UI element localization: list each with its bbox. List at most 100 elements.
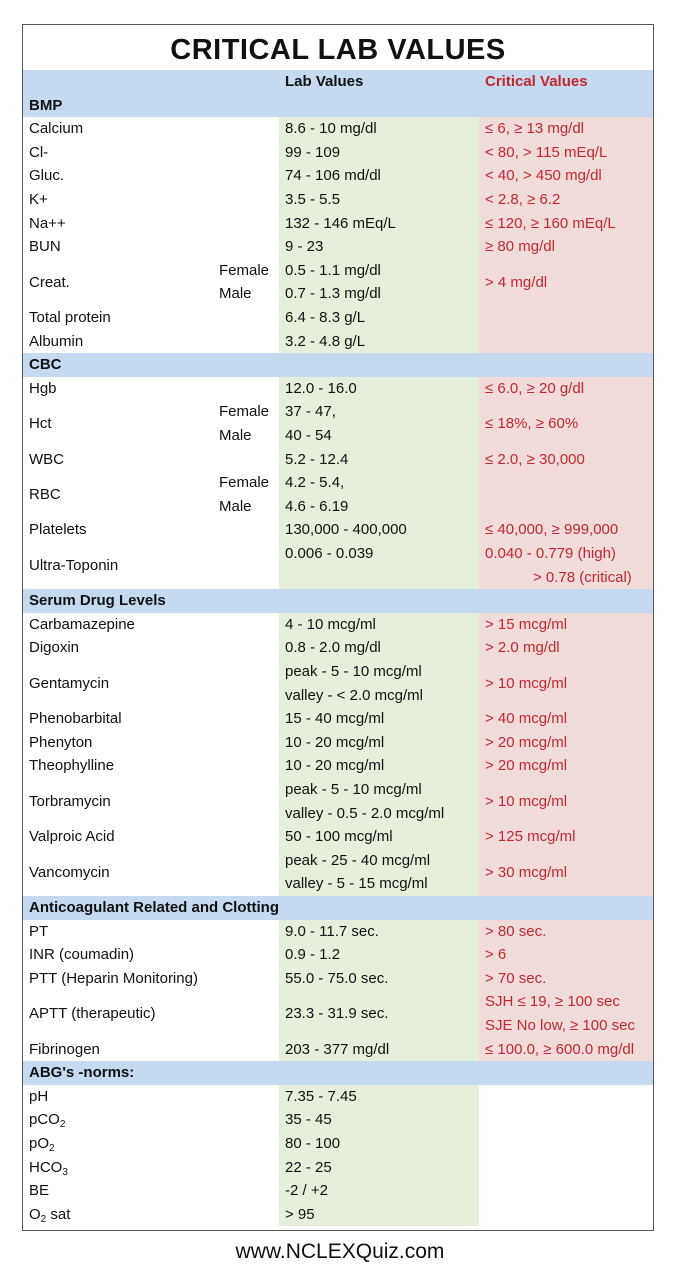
lab-value: 80 - 100	[285, 1135, 341, 1152]
critical-value: > 40 mcg/ml	[485, 710, 568, 728]
lab-values-column-bg	[279, 376, 479, 590]
sex-label: Male	[219, 497, 252, 515]
test-name-cl: Cl-	[29, 141, 48, 165]
test-name-text: Na++	[29, 214, 66, 232]
sex-label: Female	[219, 474, 270, 492]
lab-value: 9 - 23	[285, 238, 324, 256]
test-name-text: O	[29, 1205, 41, 1223]
sex-label: Female	[219, 403, 270, 421]
critical-value: > 0.78 (critical)	[533, 568, 632, 586]
section-title: Serum Drug Levels	[29, 592, 166, 610]
sex-label: Female	[219, 261, 270, 279]
test-name-pt: PT	[29, 920, 48, 944]
lab-value: > 95	[285, 1205, 315, 1223]
lab-value: 0.9 - 1.2	[285, 946, 341, 964]
test-name-ph: pH	[29, 1085, 48, 1109]
lab-value: peak - 5 - 10 mcg/ml	[285, 663, 422, 680]
test-name-text: Theophylline	[29, 757, 115, 775]
test-name-text: Calcium	[29, 120, 84, 138]
section-header-band	[23, 353, 653, 377]
lab-value: 50 - 100 mcg/ml	[285, 828, 393, 846]
test-name-fibrinogen: Fibrinogen	[29, 1038, 100, 1062]
critical-value: > 80 sec.	[485, 922, 547, 940]
test-name-vancomycin: Vancomycin	[29, 861, 110, 885]
subscript: 2	[49, 1143, 55, 1154]
lab-value: valley - 0.5 - 2.0 mcg/ml	[285, 804, 445, 822]
section-header-band	[23, 93, 653, 118]
test-name-text: Cl-	[29, 143, 49, 161]
lab-value: 35 - 45	[285, 1111, 332, 1129]
critical-value: ≤ 2.0, ≥ 30,000	[485, 450, 585, 468]
test-name-text: PT	[29, 922, 49, 940]
critical-values-column-bg	[479, 919, 653, 1062]
lab-value: 10 - 20 mcg/ml	[285, 757, 385, 775]
section-title: ABG's -norms:	[29, 1064, 135, 1082]
critical-value: > 20 mcg/ml	[485, 733, 568, 751]
test-name-creat: Creat.	[29, 271, 70, 295]
test-name-text: RBC	[29, 486, 61, 503]
test-name-ptt-heparin-monitoring: PTT (Heparin Monitoring)	[29, 967, 198, 991]
lab-value: 15 - 40 mcg/ml	[285, 710, 385, 728]
test-name-text: Gentamycin	[29, 674, 110, 692]
section-title: Anticoagulant Related and Clotting	[29, 899, 279, 916]
test-name-text: PTT (Heparin Monitoring)	[29, 969, 198, 987]
section-header-band	[23, 1061, 653, 1085]
test-name-gentamycin: Gentamycin	[29, 672, 109, 696]
section-header-band	[23, 896, 653, 920]
test-name-na: Na++	[29, 212, 66, 236]
test-name-theophylline: Theophylline	[29, 754, 114, 778]
critical-value: ≤ 6.0, ≥ 20 g/dl	[485, 379, 585, 397]
test-name-pco2: pCO2	[29, 1108, 65, 1132]
lab-values-column-bg	[279, 1084, 479, 1227]
lab-value: 10 - 20 mcg/ml	[285, 733, 385, 751]
critical-value: ≤ 120, ≥ 160 mEq/L	[485, 214, 616, 232]
test-name-phenyton: Phenyton	[29, 731, 92, 755]
lab-value: 4 - 10 mcg/ml	[285, 615, 376, 633]
subscript: 2	[40, 1213, 47, 1225]
section-title: CBC	[29, 356, 62, 374]
test-name-phenobarbital: Phenobarbital	[29, 707, 122, 731]
lab-value: 8.6 - 10 mg/dl	[285, 120, 377, 138]
test-name-text: BUN	[29, 238, 61, 256]
test-name-digoxin: Digoxin	[29, 636, 79, 660]
lab-value: 3.5 - 5.5	[285, 191, 341, 208]
lab-value: 99 - 109	[285, 143, 341, 161]
test-name-text: Gluc.	[29, 167, 65, 185]
column-header-band	[23, 70, 653, 94]
lab-value: 130,000 - 400,000	[285, 521, 407, 539]
critical-values-column-bg	[479, 376, 653, 590]
lab-value: 4.2 - 5.4,	[285, 474, 345, 492]
lab-value: valley - 5 - 15 mcg/ml	[285, 875, 428, 893]
test-name-text: Carbamazepine	[29, 615, 135, 633]
test-name-o2-sat: O2 sat	[29, 1203, 70, 1227]
critical-values-column-bg	[479, 612, 653, 896]
lab-value: valley - < 2.0 mcg/ml	[285, 686, 423, 704]
test-name-aptt-therapeutic: APTT (therapeutic)	[29, 1002, 155, 1026]
critical-value: > 10 mcg/ml	[485, 674, 568, 692]
test-name-wbc: WBC	[29, 448, 64, 472]
lab-value: 74 - 106 md/dl	[285, 167, 381, 185]
test-name-text: Hgb	[29, 379, 57, 397]
test-name-text: Creat.	[29, 273, 70, 291]
test-name-text: Total protein	[29, 309, 111, 326]
critical-value: < 80, > 115 mEq/L	[485, 143, 608, 161]
test-name-suffix: sat	[46, 1205, 71, 1223]
critical-value: > 15 mcg/ml	[485, 615, 568, 633]
test-name-text: HCO	[29, 1158, 63, 1176]
test-name-text: pH	[29, 1087, 49, 1105]
critical-value: < 2.8, ≥ 6.2	[485, 191, 561, 208]
lab-value: 7.35 - 7.45	[285, 1087, 357, 1105]
critical-value: > 4 mg/dl	[485, 273, 548, 291]
critical-value: SJE No low, ≥ 100 sec	[485, 1017, 635, 1034]
lab-values-header: Lab Values	[285, 73, 364, 90]
critical-value: > 2.0 mg/dl	[485, 639, 560, 657]
critical-value: ≤ 18%, ≥ 60%	[485, 415, 579, 433]
test-name-albumin: Albumin	[29, 330, 83, 354]
test-name-inr-coumadin: INR (coumadin)	[29, 943, 134, 967]
lab-values-column-bg	[279, 117, 479, 354]
test-name-hco3: HCO3	[29, 1156, 68, 1180]
test-name-be: BE	[29, 1179, 49, 1203]
test-name-text: WBC	[29, 450, 64, 468]
critical-values-header: Critical Values	[485, 73, 588, 90]
page-title: CRITICAL LAB VALUES	[170, 34, 506, 66]
